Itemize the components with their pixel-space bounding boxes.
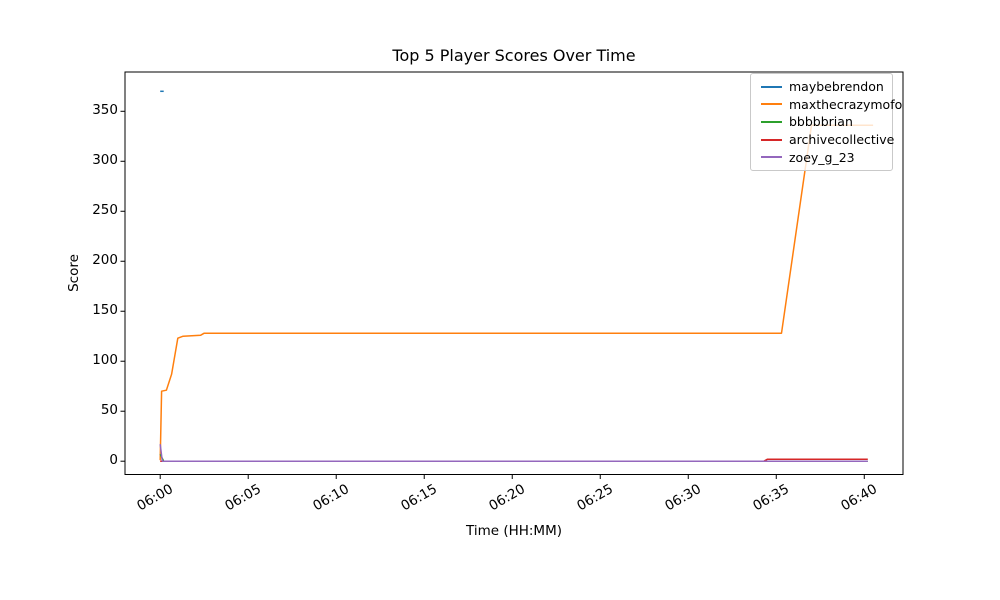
legend-item-0: maybebrendon xyxy=(758,78,885,96)
legend-label: bbbbbrian xyxy=(789,114,853,130)
x-axis-label: Time (HH:MM) xyxy=(465,523,562,539)
legend-line-swatch xyxy=(761,156,782,159)
y-tick-label: 300 xyxy=(92,152,118,169)
legend-item-3: archivecollective xyxy=(758,131,894,149)
series-line-1 xyxy=(159,124,874,461)
y-tick-label: 250 xyxy=(92,202,118,219)
legend-line-swatch xyxy=(761,120,782,123)
axes-frame xyxy=(124,71,904,475)
series-line-4 xyxy=(159,444,868,462)
legend-label: archivecollective xyxy=(789,132,895,148)
legend-item-4: zoey_g_23 xyxy=(758,148,885,166)
y-tick-label: 100 xyxy=(92,352,118,369)
legend-item-1: maxthecrazymofo xyxy=(758,96,902,114)
legend-line-swatch xyxy=(761,103,782,106)
legend-label: zoey_g_23 xyxy=(789,149,855,165)
legend-line-swatch xyxy=(761,85,782,88)
legend-label: maxthecrazymofo xyxy=(789,96,903,112)
y-tick-label: 50 xyxy=(100,402,118,419)
series-line-2 xyxy=(159,453,868,462)
legend-item-2: bbbbbrian xyxy=(758,113,885,131)
y-tick-label: 150 xyxy=(92,302,118,319)
chart-title: Top 5 Player Scores Over Time xyxy=(392,46,636,65)
y-tick-label: 200 xyxy=(92,252,118,269)
legend: maybebrendon maxthecrazymofo bbbbbrian arch… xyxy=(750,73,902,171)
legend-line-swatch xyxy=(761,138,782,141)
y-tick-label: 0 xyxy=(109,452,118,469)
legend-label: maybebrendon xyxy=(789,79,884,95)
y-tick-label: 350 xyxy=(92,102,118,119)
